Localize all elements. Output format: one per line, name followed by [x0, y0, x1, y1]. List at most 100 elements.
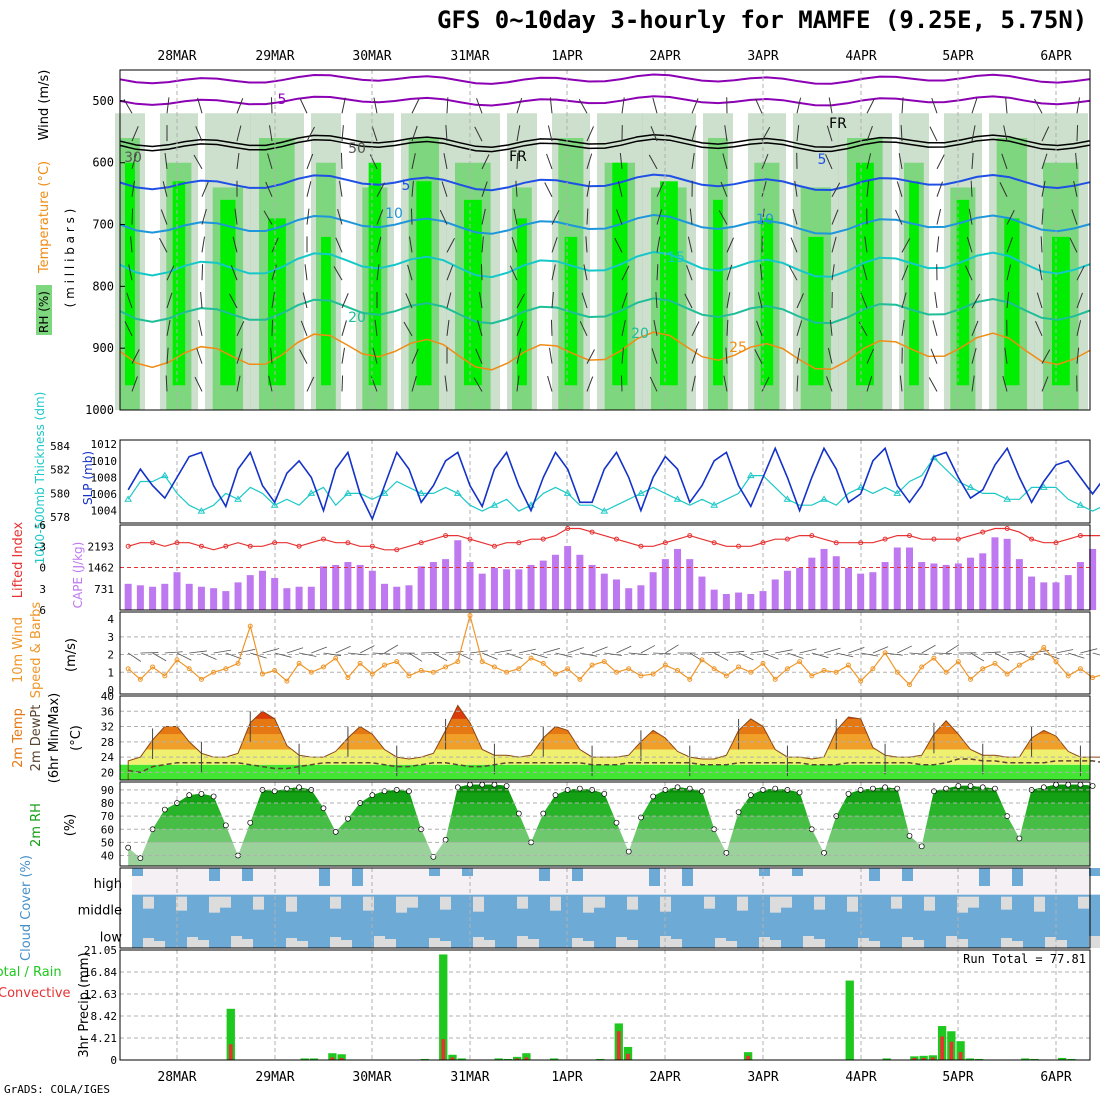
cape-bar: [136, 585, 144, 610]
rh-marker: [296, 784, 302, 791]
precip-tick-3: 8.42: [91, 1010, 118, 1023]
wind-barb: [198, 320, 203, 336]
wind-barb: [686, 264, 693, 281]
wind-barb: [1076, 347, 1080, 364]
wind-barb: [656, 264, 659, 281]
cloud-tick-1: middle: [78, 904, 122, 919]
wind10-barb: [127, 652, 142, 662]
temp-tick-4: 24: [101, 751, 115, 764]
date-bottom-8: 5APR: [942, 1070, 973, 1085]
isotach-5: [119, 95, 1091, 107]
cape-bar: [124, 583, 132, 610]
wind10-marker: [601, 659, 607, 665]
wind-tick-0: 4: [107, 613, 114, 626]
li-marker: [272, 540, 278, 546]
cloud-mid-low-bar: [869, 894, 880, 948]
wind10-barb: [994, 652, 1010, 661]
wind10-marker: [296, 660, 302, 666]
temp-tick-0: 40: [101, 690, 114, 703]
wind-barb: [648, 154, 658, 170]
li-marker: [369, 543, 375, 549]
wind10-barb: [189, 650, 207, 654]
li-marker: [491, 543, 497, 549]
cloud-low-gap: [473, 937, 484, 948]
wind10-marker: [638, 673, 644, 679]
slp-tick-1: 1010: [91, 455, 118, 468]
wind-barb: [614, 237, 623, 253]
date-top-0: 28MAR: [157, 49, 196, 64]
wind-barb: [405, 293, 413, 309]
cape-bar: [918, 562, 926, 610]
wind-barb: [1076, 265, 1085, 281]
wind-barb: [901, 265, 909, 281]
cape-bar: [783, 570, 791, 610]
cape-bar: [759, 591, 767, 610]
precip-conv-bar: [958, 1052, 963, 1060]
cloud-high-bar: [759, 868, 770, 876]
cloud-high-bar: [682, 868, 693, 886]
cape-bar: [1015, 559, 1023, 610]
wind-barb: [827, 347, 833, 364]
wind10-marker: [382, 662, 388, 668]
cloud-low-gap: [770, 940, 781, 948]
wind10-marker: [235, 660, 241, 666]
wind-barb: [441, 181, 448, 197]
cape-bar: [393, 586, 401, 610]
pressure-tick-0: 500: [92, 94, 114, 108]
precip-total-bar: [300, 1058, 309, 1060]
rh-marker: [625, 848, 632, 855]
wind-barb: [971, 125, 976, 142]
cloud-mid-low-bar: [429, 894, 440, 948]
contour-label-7: 15: [667, 250, 685, 266]
li-marker: [345, 540, 351, 546]
precip-conv-bar: [940, 1036, 944, 1060]
wind10-barb: [701, 651, 720, 654]
wind-barb: [621, 265, 630, 281]
cape-bar: [490, 567, 498, 610]
temp-tick-3: 28: [101, 736, 114, 749]
precip-total-bar: [522, 1053, 531, 1060]
wind-barb: [166, 97, 170, 114]
cape-bar: [197, 586, 205, 610]
wind-barb: [1003, 125, 1008, 142]
wind10-barb: [323, 652, 342, 657]
rh-marker: [747, 792, 754, 798]
ylabel-rh-unit: (%): [63, 814, 78, 837]
rh-marker: [161, 806, 168, 813]
cloud-mid-low-bar: [319, 894, 330, 948]
wind-tick-3: 1: [107, 666, 114, 679]
cloud-mid-low-bar: [1023, 894, 1034, 948]
wind-barb: [756, 320, 763, 336]
wind-barb: [895, 209, 903, 225]
wind-barb: [585, 236, 588, 253]
thickness-marker-66: [930, 453, 938, 461]
li-marker: [467, 536, 473, 542]
cape-bar: [405, 585, 413, 610]
wind-barb: [131, 208, 134, 225]
wind-barb: [687, 236, 693, 253]
cape-bar: [796, 567, 804, 610]
wind10-barb: [982, 651, 1001, 654]
rh-band-dark-16: [909, 181, 919, 386]
wind-barb: [965, 265, 973, 281]
rh-marker: [430, 853, 437, 860]
wind-barb: [164, 152, 168, 169]
rh-marker: [1077, 781, 1084, 788]
cloud-low-gap: [1056, 940, 1067, 948]
precip-total-bar: [309, 1058, 319, 1060]
wind-barb: [271, 292, 275, 309]
cloud-mid-low-bar: [671, 894, 682, 948]
wind10-barb: [860, 652, 879, 657]
cape-bar: [820, 548, 828, 610]
wind-barb: [656, 181, 664, 197]
wind-barb: [619, 152, 623, 169]
wind-barb: [761, 153, 769, 170]
ylabel-minmax: (6hr Min/Max): [47, 693, 62, 783]
cloud-mid-low-bar: [847, 894, 858, 948]
cloud-mid-low-bar: [264, 894, 275, 948]
cloud-mid-low-bar: [737, 894, 748, 948]
cloud-mid-gap: [583, 896, 594, 913]
li-tick-4: 6: [39, 604, 46, 617]
date-top-3: 31MAR: [450, 49, 489, 64]
cloud-mid-low-bar: [693, 894, 704, 948]
